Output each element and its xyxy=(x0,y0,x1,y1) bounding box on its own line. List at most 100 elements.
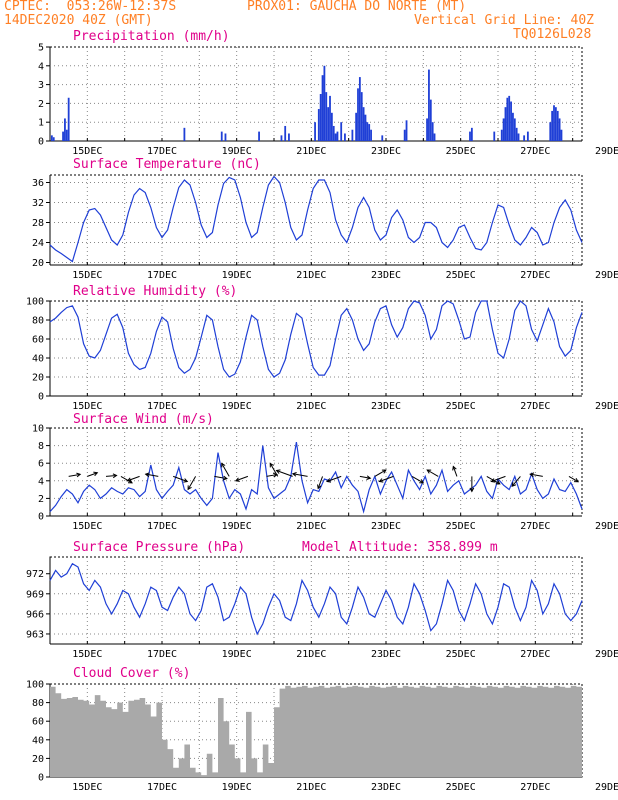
cloud-x-tick-label: 27DEC xyxy=(520,782,550,793)
wind-arrow xyxy=(275,469,293,477)
precip-x-tick-label: 15DEC xyxy=(72,146,102,157)
wind-arrow-head xyxy=(495,480,501,485)
wind-arrow-head xyxy=(112,473,118,479)
precip-bar xyxy=(364,114,367,141)
wind-y-tick-label: 10 xyxy=(32,424,44,435)
wind-arrow-head xyxy=(93,471,99,477)
wind-arrow xyxy=(411,475,425,484)
pres-series-line xyxy=(49,562,583,636)
wind-arrow-shaft xyxy=(317,476,324,489)
pres-panel: 15DEC 17DEC 19DEC 21DEC 23DEC 25DEC 27DEC 29DEC… xyxy=(26,556,618,660)
precip-x-tick-label: 19DEC xyxy=(222,146,252,157)
precip-bar xyxy=(67,97,70,141)
rh-x-tick-label: 19DEC xyxy=(222,401,252,412)
pres-x-tick-label: 15DEC xyxy=(72,649,102,660)
wind-arrow-shaft xyxy=(266,474,278,477)
wind-arrow-head xyxy=(144,472,150,478)
wind-arrow-shaft xyxy=(127,475,140,482)
precip-x-tick-label: 23DEC xyxy=(371,146,401,157)
wind-arrow xyxy=(378,475,394,483)
rh-y-tick-label: 0 xyxy=(38,392,44,403)
pres-x-tick-label: 25DEC xyxy=(446,649,476,660)
rh-panel: 15DEC 17DEC 19DEC 21DEC 23DEC 25DEC 27DEC 29DEC… xyxy=(26,297,618,413)
precip-bar xyxy=(504,107,507,141)
precip-bar xyxy=(224,133,227,141)
wind-arrow xyxy=(426,469,439,477)
temp-y-tick-label: 24 xyxy=(32,238,44,249)
temp-x-tick-label: 21DEC xyxy=(296,270,326,281)
pres-x-tick-label: 23DEC xyxy=(371,649,401,660)
wind-arrow xyxy=(144,472,159,478)
wind-panel: 15DEC 17DEC 19DEC 21DEC 23DEC 25DEC 27DEC 29DEC… xyxy=(32,424,618,533)
precip-bar xyxy=(355,112,358,141)
wind-arrow xyxy=(87,471,99,477)
header-station-name: PROX01: GAUCHA DO NORTE (MT) xyxy=(247,0,467,14)
wind-arrow-shaft xyxy=(221,463,230,477)
temp-y-tick-label: 36 xyxy=(32,178,44,189)
precip-bar xyxy=(334,133,337,141)
precip-x-tick-label: 27DEC xyxy=(520,146,550,157)
temp-y-tick-label: 28 xyxy=(32,218,44,229)
wind-arrow-shaft xyxy=(187,476,197,490)
precip-bar xyxy=(560,129,563,141)
precip-y-tick-label: 3 xyxy=(38,80,44,91)
wind-arrow-head xyxy=(187,485,192,491)
wind-arrow xyxy=(568,475,580,483)
wind-y-tick-label: 2 xyxy=(38,494,44,505)
header-station-coords: CPTEC: 053:26W-12:37S xyxy=(4,0,177,14)
precip-bar xyxy=(62,131,64,141)
precip-y-tick-label: 2 xyxy=(38,99,44,110)
precip-bar xyxy=(362,107,365,141)
temp-frame xyxy=(49,174,583,266)
precip-bar xyxy=(325,92,328,141)
wind-x-tick-label: 17DEC xyxy=(147,521,177,532)
wind-arrow-head xyxy=(269,462,274,468)
precip-bar xyxy=(551,110,554,141)
precip-bar xyxy=(183,127,186,141)
precip-frame xyxy=(49,46,583,142)
wind-x-tick-label: 25DEC xyxy=(446,521,476,532)
wind-arrow-head xyxy=(511,482,517,488)
wind-x-tick-label: 21DEC xyxy=(296,521,326,532)
pres-title: Surface Pressure (hPa) xyxy=(73,540,246,555)
wind-arrow-shaft xyxy=(173,475,188,483)
temp-x-tick-label: 25DEC xyxy=(446,270,476,281)
precip-bar xyxy=(330,112,333,141)
precip-bar xyxy=(366,122,369,141)
precip-bar xyxy=(220,131,223,141)
precip-bar xyxy=(493,131,496,141)
rh-y-tick-label: 80 xyxy=(32,316,44,327)
temp-y-tick-label: 32 xyxy=(32,198,44,209)
rh-x-tick-label: 21DEC xyxy=(296,401,326,412)
wind-arrow xyxy=(326,475,342,483)
wind-arrow xyxy=(68,472,82,478)
precip-bar xyxy=(558,118,561,141)
wind-x-tick-label: 29DEC xyxy=(595,521,618,532)
wind-arrow xyxy=(374,469,387,477)
precip-bar xyxy=(360,92,363,141)
precip-bar xyxy=(317,109,320,141)
rh-y-tick-label: 40 xyxy=(32,354,44,365)
rh-series-line xyxy=(49,300,583,378)
precip-title: Precipitation (mm/h) xyxy=(73,29,230,44)
wind-arrow-shaft xyxy=(105,474,117,477)
pres-x-tick-label: 29DEC xyxy=(595,649,618,660)
wind-arrow xyxy=(234,475,249,482)
wind-x-tick-label: 23DEC xyxy=(371,521,401,532)
cloud-y-tick-label: 100 xyxy=(26,680,44,691)
wind-arrow xyxy=(511,476,521,488)
wind-arrow xyxy=(486,475,501,485)
precip-bar xyxy=(280,135,283,141)
wind-arrow-head xyxy=(222,475,228,481)
wind-arrow xyxy=(187,476,197,491)
temp-x-tick-label: 29DEC xyxy=(595,270,618,281)
wind-arrow-shaft xyxy=(359,475,371,479)
wind-arrow-head xyxy=(378,478,384,483)
temp-x-tick-label: 17DEC xyxy=(147,270,177,281)
precip-bar xyxy=(329,95,331,141)
precip-bar xyxy=(381,135,384,141)
precip-y-tick-label: 0 xyxy=(38,137,44,148)
precip-bar xyxy=(52,137,55,141)
wind-arrow-head xyxy=(234,477,240,482)
wind-arrow-shaft xyxy=(511,476,521,487)
